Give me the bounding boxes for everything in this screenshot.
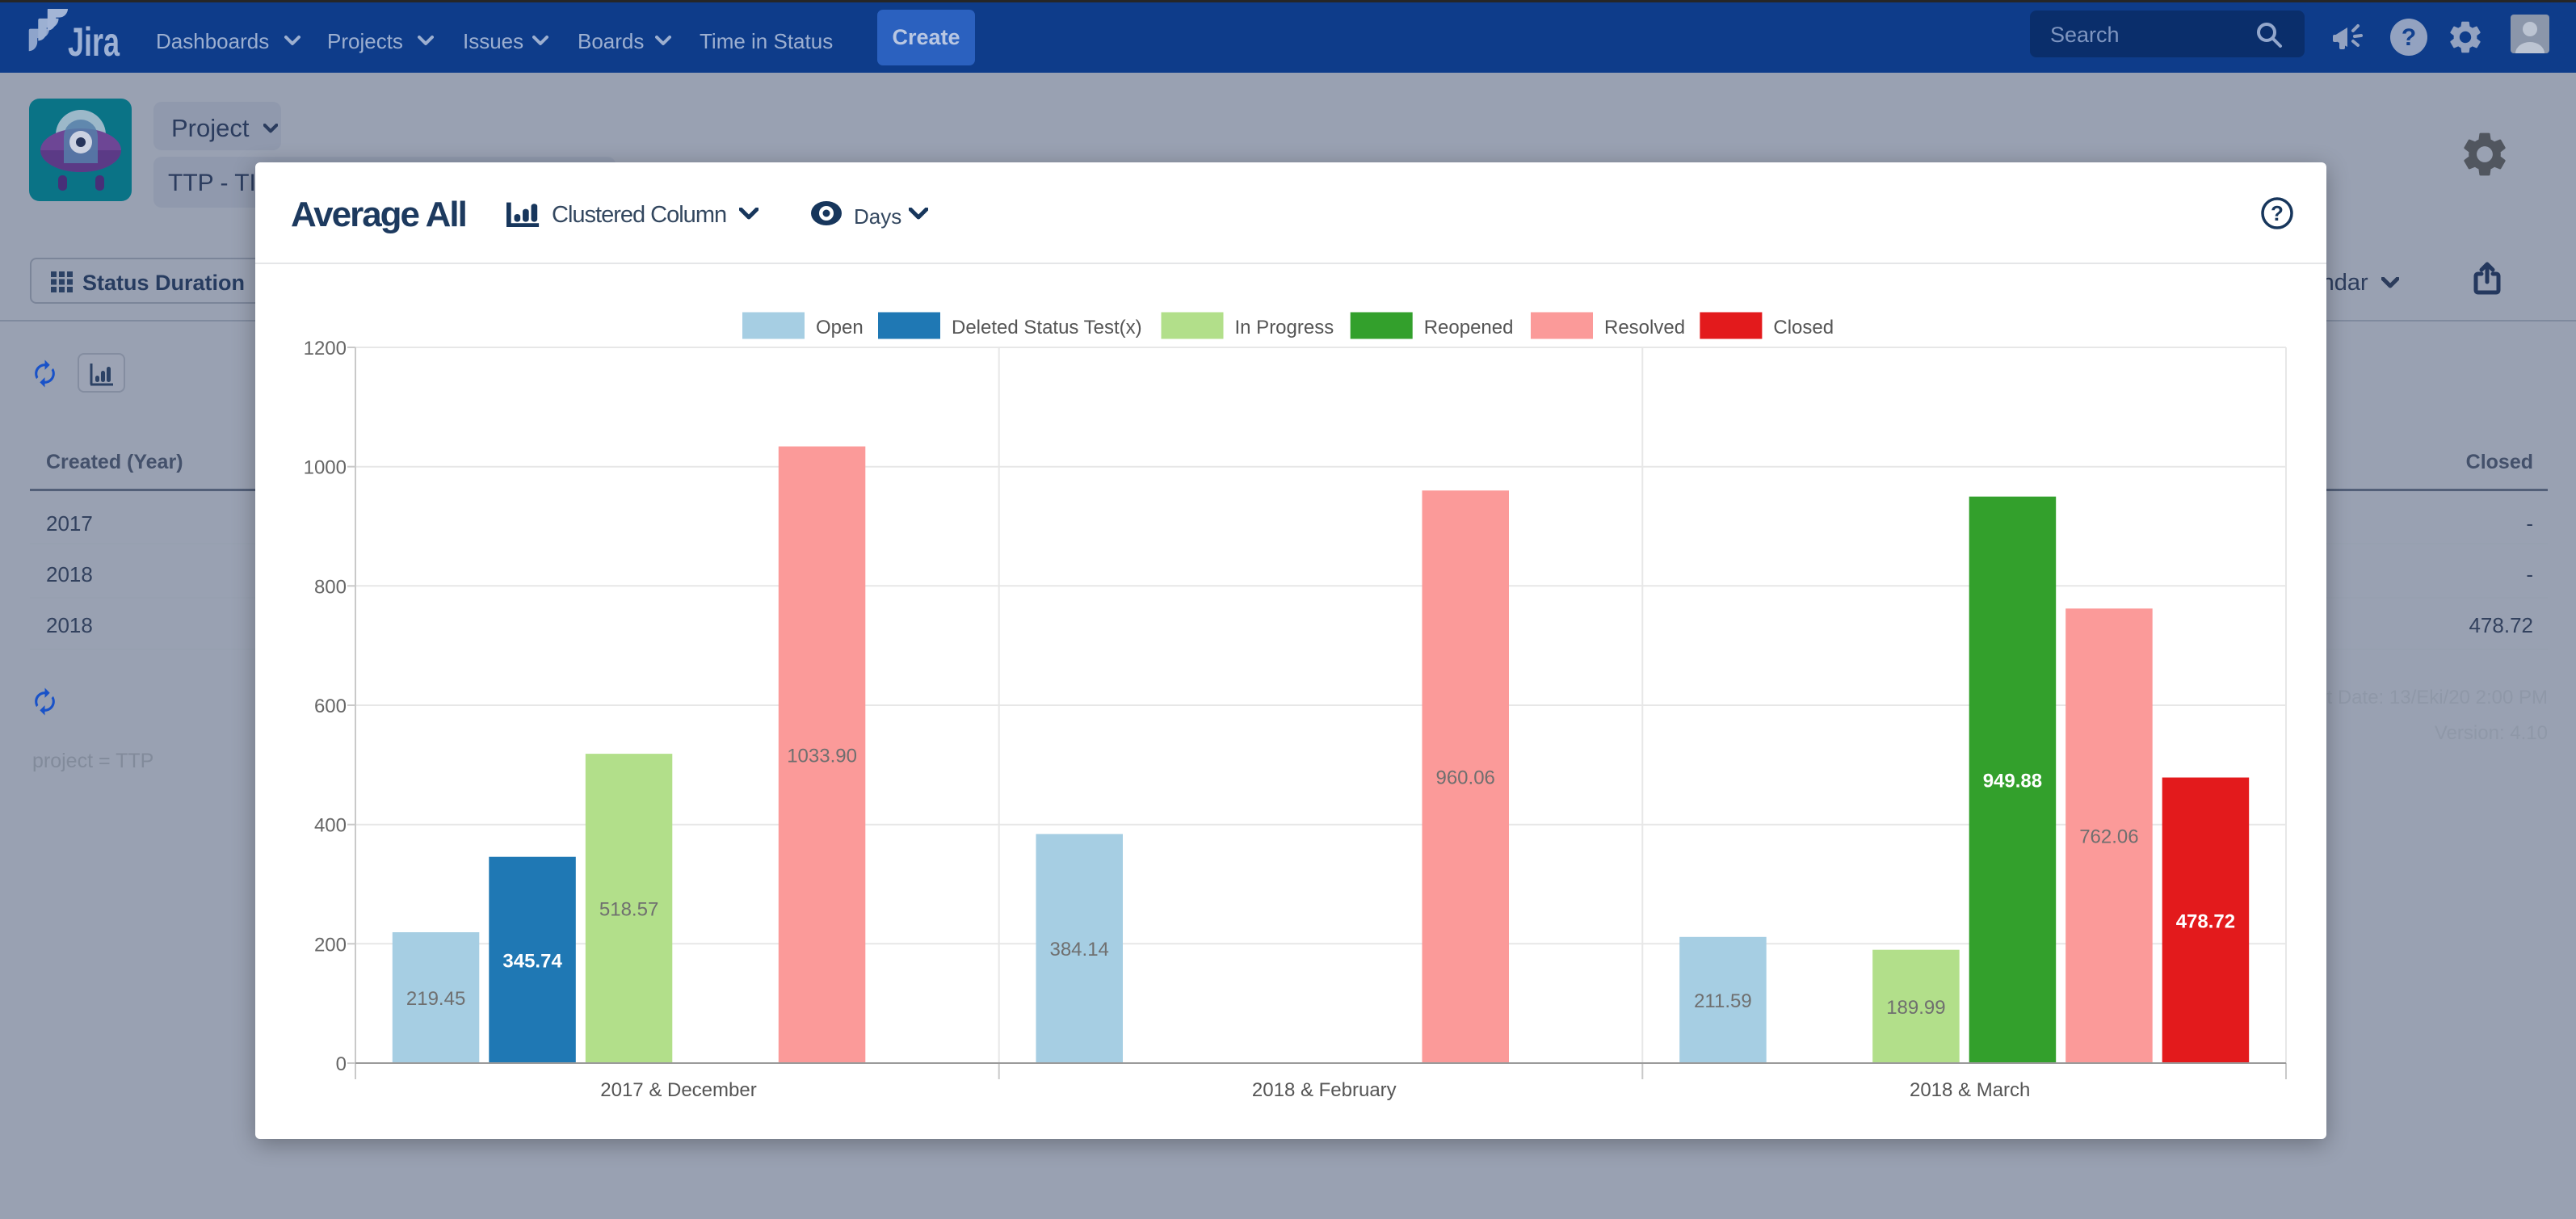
- svg-text:189.99: 189.99: [1886, 997, 1945, 1019]
- svg-text:1200: 1200: [304, 338, 347, 359]
- svg-text:600: 600: [314, 696, 347, 717]
- svg-text:Closed: Closed: [1773, 317, 1834, 338]
- svg-text:518.57: 518.57: [599, 899, 658, 921]
- svg-text:?: ?: [2402, 24, 2416, 51]
- svg-text:400: 400: [314, 815, 347, 837]
- svg-text:Resolved: Resolved: [1604, 317, 1685, 338]
- svg-text:0: 0: [336, 1053, 347, 1075]
- svg-text:960.06: 960.06: [1435, 767, 1494, 789]
- svg-text:345.74: 345.74: [502, 950, 562, 972]
- svg-text:200: 200: [314, 934, 347, 956]
- svg-text:Open: Open: [816, 317, 864, 338]
- svg-text:2018 & February: 2018 & February: [1252, 1079, 1397, 1101]
- svg-text:384.14: 384.14: [1049, 939, 1108, 960]
- svg-text:762.06: 762.06: [2079, 826, 2138, 848]
- svg-text:1000: 1000: [304, 457, 347, 479]
- svg-text:2018 & March: 2018 & March: [1910, 1079, 2030, 1101]
- svg-text:?: ?: [2271, 201, 2284, 225]
- svg-text:478.72: 478.72: [2176, 910, 2235, 932]
- svg-text:2017 & December: 2017 & December: [600, 1079, 756, 1101]
- svg-text:800: 800: [314, 576, 347, 598]
- svg-text:1033.90: 1033.90: [787, 745, 857, 767]
- svg-text:Deleted Status Test(x): Deleted Status Test(x): [952, 317, 1142, 338]
- svg-text:219.45: 219.45: [406, 988, 465, 1010]
- svg-text:In Progress: In Progress: [1235, 317, 1334, 338]
- svg-text:Reopened: Reopened: [1424, 317, 1514, 338]
- svg-text:211.59: 211.59: [1694, 990, 1752, 1012]
- svg-text:949.88: 949.88: [1983, 770, 2042, 792]
